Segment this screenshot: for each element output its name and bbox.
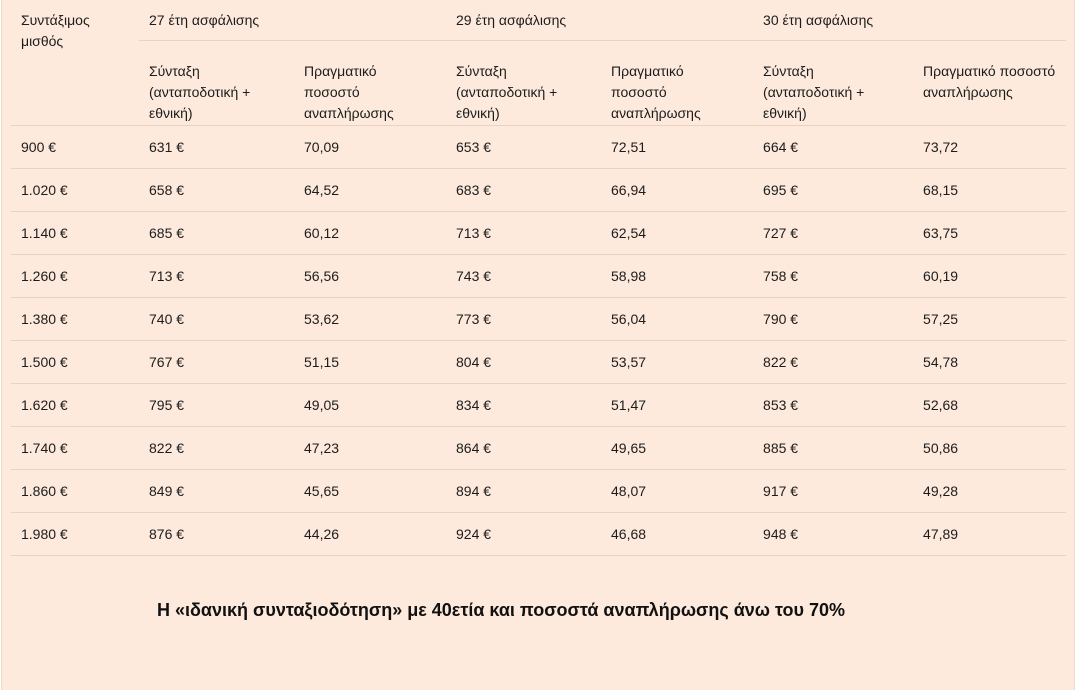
pension-27-cell: 767 € <box>139 340 294 384</box>
table-row: 1.500 €767 €51,15 804 €53,57 822 €54,78 <box>11 340 1067 384</box>
pension-30-cell: 885 € <box>753 426 914 470</box>
rate-27-cell: 47,23 <box>294 426 447 470</box>
header-group-29: 29 έτη ασφάλισης <box>446 0 754 41</box>
rate-29-cell: 48,07 <box>601 469 754 513</box>
rate-27-cell: 70,09 <box>294 125 447 169</box>
pension-29-cell: 804 € <box>446 340 602 384</box>
pension-27-cell: 658 € <box>139 168 294 212</box>
rate-29-cell: 51,47 <box>601 383 754 427</box>
salary-cell: 1.380 € <box>11 297 139 341</box>
pension-30-cell: 758 € <box>753 254 914 298</box>
pension-27-cell: 631 € <box>139 125 294 169</box>
pension-30-cell: 664 € <box>753 125 914 169</box>
pension-30-cell: 948 € <box>753 512 914 556</box>
salary-cell: 1.140 € <box>11 211 139 255</box>
table-row: 1.860 €849 €45,65 894 €48,07 917 €49,28 <box>11 469 1067 513</box>
table-row: 900 €631 €70,09 653 €72,51 664 €73,72 <box>11 125 1067 169</box>
rate-29-cell: 49,65 <box>601 426 754 470</box>
salary-cell: 1.620 € <box>11 383 139 427</box>
rate-29-cell: 72,51 <box>601 125 754 169</box>
pension-table: Συντάξιμος μισθός 27 έτη ασφάλισης 29 έτ… <box>11 0 1067 556</box>
table-row: 1.380 €740 €53,62 773 €56,04 790 €57,25 <box>11 297 1067 341</box>
pension-29-cell: 894 € <box>446 469 602 513</box>
pension-27-cell: 849 € <box>139 469 294 513</box>
header-pension-29: Σύνταξη (ανταποδοτική + εθνική) <box>446 40 602 126</box>
header-rate-30: Πραγματικό ποσοστό αναπλήρωσης <box>913 40 1067 126</box>
rate-30-cell: 63,75 <box>913 211 1067 255</box>
rate-27-cell: 51,15 <box>294 340 447 384</box>
pension-30-cell: 727 € <box>753 211 914 255</box>
salary-cell: 1.500 € <box>11 340 139 384</box>
salary-cell: 1.980 € <box>11 512 139 556</box>
header-group-30: 30 έτη ασφάλισης <box>753 0 1067 41</box>
header-rate-29: Πραγματικό ποσοστό αναπλήρωσης <box>601 40 754 126</box>
rate-29-cell: 58,98 <box>601 254 754 298</box>
pension-27-cell: 822 € <box>139 426 294 470</box>
salary-cell: 1.020 € <box>11 168 139 212</box>
rate-29-cell: 56,04 <box>601 297 754 341</box>
pension-29-cell: 743 € <box>446 254 602 298</box>
rate-30-cell: 47,89 <box>913 512 1067 556</box>
pension-30-cell: 695 € <box>753 168 914 212</box>
pension-27-cell: 876 € <box>139 512 294 556</box>
table-row: 1.980 €876 €44,26 924 €46,68 948 €47,89 <box>11 512 1067 556</box>
table-row: 1.140 €685 €60,12 713 €62,54 727 €63,75 <box>11 211 1067 255</box>
salary-cell: 900 € <box>11 125 139 169</box>
salary-cell: 1.740 € <box>11 426 139 470</box>
pension-27-cell: 713 € <box>139 254 294 298</box>
rate-27-cell: 44,26 <box>294 512 447 556</box>
rate-29-cell: 53,57 <box>601 340 754 384</box>
pension-29-cell: 773 € <box>446 297 602 341</box>
rate-29-cell: 46,68 <box>601 512 754 556</box>
header-row-groups: Συντάξιμος μισθός 27 έτη ασφάλισης 29 έτ… <box>11 0 1067 126</box>
pension-30-cell: 790 € <box>753 297 914 341</box>
rate-27-cell: 60,12 <box>294 211 447 255</box>
header-rate-27: Πραγματικό ποσοστό αναπλήρωσης <box>294 40 447 126</box>
pension-29-cell: 924 € <box>446 512 602 556</box>
rate-27-cell: 49,05 <box>294 383 447 427</box>
pension-29-cell: 653 € <box>446 125 602 169</box>
rate-30-cell: 68,15 <box>913 168 1067 212</box>
rate-30-cell: 54,78 <box>913 340 1067 384</box>
rate-30-cell: 52,68 <box>913 383 1067 427</box>
header-pension-27: Σύνταξη (ανταποδοτική + εθνική) <box>139 40 294 126</box>
rate-30-cell: 60,19 <box>913 254 1067 298</box>
caption-heading: Η «ιδανική συνταξιοδότηση» με 40ετία και… <box>157 600 846 620</box>
rate-27-cell: 53,62 <box>294 297 447 341</box>
pension-27-cell: 795 € <box>139 383 294 427</box>
rate-29-cell: 62,54 <box>601 211 754 255</box>
salary-cell: 1.860 € <box>11 469 139 513</box>
pension-29-cell: 683 € <box>446 168 602 212</box>
pension-29-cell: 864 € <box>446 426 602 470</box>
header-pension-30: Σύνταξη (ανταποδοτική + εθνική) <box>753 40 914 126</box>
table-row: 1.020 €658 €64,52 683 €66,94 695 €68,15 <box>11 168 1067 212</box>
pension-27-cell: 740 € <box>139 297 294 341</box>
rate-27-cell: 64,52 <box>294 168 447 212</box>
pension-27-cell: 685 € <box>139 211 294 255</box>
pension-30-cell: 853 € <box>753 383 914 427</box>
rate-27-cell: 45,65 <box>294 469 447 513</box>
table-row: 1.740 €822 €47,23 864 €49,65 885 €50,86 <box>11 426 1067 470</box>
table-row: 1.620 €795 €49,05 834 €51,47 853 €52,68 <box>11 383 1067 427</box>
pension-30-cell: 822 € <box>753 340 914 384</box>
pension-29-cell: 713 € <box>446 211 602 255</box>
rate-30-cell: 49,28 <box>913 469 1067 513</box>
rate-30-cell: 50,86 <box>913 426 1067 470</box>
salary-cell: 1.260 € <box>11 254 139 298</box>
pension-29-cell: 834 € <box>446 383 602 427</box>
rate-29-cell: 66,94 <box>601 168 754 212</box>
rate-30-cell: 57,25 <box>913 297 1067 341</box>
header-group-27: 27 έτη ασφάλισης <box>139 0 447 41</box>
rate-30-cell: 73,72 <box>913 125 1067 169</box>
table-body: 900 €631 €70,09 653 €72,51 664 €73,72 1.020… <box>11 125 1067 556</box>
table-row: 1.260 €713 €56,56 743 €58,98 758 €60,19 <box>11 254 1067 298</box>
header-row-subcolumns: Σύνταξη (ανταποδοτική + εθνική) Πραγματι… <box>11 40 1067 126</box>
header-salary: Συντάξιμος μισθός <box>11 0 139 126</box>
rate-27-cell: 56,56 <box>294 254 447 298</box>
pension-30-cell: 917 € <box>753 469 914 513</box>
